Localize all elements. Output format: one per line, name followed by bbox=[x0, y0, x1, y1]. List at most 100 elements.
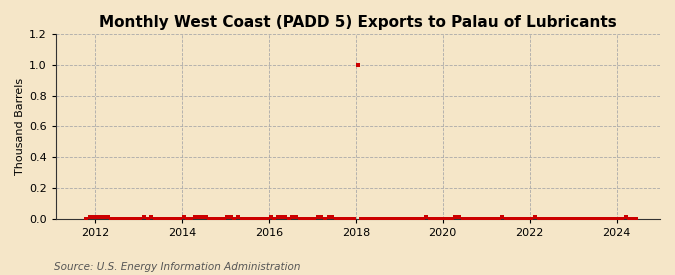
Point bbox=[475, 217, 486, 221]
Point bbox=[196, 215, 207, 220]
Point bbox=[345, 217, 356, 221]
Point bbox=[128, 217, 138, 221]
Point bbox=[258, 217, 269, 221]
Point bbox=[149, 217, 160, 221]
Point bbox=[472, 217, 483, 221]
Point bbox=[371, 217, 381, 221]
Point bbox=[522, 217, 533, 221]
Point bbox=[240, 217, 250, 221]
Point bbox=[327, 215, 338, 220]
Point bbox=[120, 217, 131, 221]
Point bbox=[200, 215, 211, 220]
Point bbox=[302, 217, 313, 221]
Point bbox=[374, 217, 385, 221]
Point bbox=[348, 217, 359, 221]
Text: Source: U.S. Energy Information Administration: Source: U.S. Energy Information Administ… bbox=[54, 262, 300, 272]
Point bbox=[262, 217, 273, 221]
Point bbox=[276, 215, 287, 220]
Point bbox=[443, 217, 454, 221]
Point bbox=[432, 217, 443, 221]
Point bbox=[80, 217, 91, 221]
Point bbox=[135, 217, 146, 221]
Point bbox=[591, 217, 602, 221]
Point bbox=[479, 217, 490, 221]
Point bbox=[616, 217, 627, 221]
Point bbox=[193, 215, 204, 220]
Point bbox=[186, 217, 196, 221]
Point bbox=[435, 217, 446, 221]
Point bbox=[308, 217, 319, 221]
Point bbox=[331, 217, 342, 221]
Point bbox=[92, 215, 103, 220]
Point bbox=[84, 215, 95, 220]
Point bbox=[273, 215, 284, 220]
Point bbox=[631, 217, 642, 221]
Point bbox=[428, 217, 439, 221]
Point bbox=[490, 217, 501, 221]
Point bbox=[269, 217, 279, 221]
Point bbox=[138, 215, 149, 220]
Point bbox=[211, 217, 222, 221]
Point bbox=[410, 217, 421, 221]
Point bbox=[610, 217, 620, 221]
Point bbox=[109, 217, 120, 221]
Point bbox=[392, 217, 403, 221]
Point bbox=[486, 217, 497, 221]
Point bbox=[584, 217, 595, 221]
Point bbox=[483, 217, 493, 221]
Point bbox=[222, 215, 233, 220]
Point bbox=[620, 215, 631, 220]
Point bbox=[360, 217, 371, 221]
Point bbox=[501, 217, 512, 221]
Point bbox=[157, 217, 167, 221]
Point bbox=[548, 217, 559, 221]
Point bbox=[352, 63, 363, 67]
Point bbox=[320, 217, 331, 221]
Point bbox=[142, 217, 153, 221]
Point bbox=[244, 217, 254, 221]
Point bbox=[628, 217, 639, 221]
Point bbox=[417, 217, 428, 221]
Point bbox=[305, 217, 316, 221]
Point bbox=[566, 217, 576, 221]
Point bbox=[334, 217, 345, 221]
Point bbox=[363, 217, 374, 221]
Point bbox=[526, 217, 537, 221]
Point bbox=[117, 217, 128, 221]
Point bbox=[279, 215, 290, 220]
Point bbox=[580, 217, 591, 221]
Point bbox=[313, 215, 323, 220]
Point bbox=[103, 215, 113, 220]
Point bbox=[294, 217, 305, 221]
Point bbox=[400, 217, 410, 221]
Point bbox=[421, 215, 432, 220]
Point bbox=[167, 217, 178, 221]
Point bbox=[464, 217, 475, 221]
Point bbox=[461, 217, 472, 221]
Point bbox=[182, 217, 193, 221]
Point bbox=[508, 217, 518, 221]
Point bbox=[537, 217, 547, 221]
Point bbox=[533, 217, 544, 221]
Point bbox=[385, 217, 396, 221]
Point bbox=[229, 217, 240, 221]
Point bbox=[497, 215, 508, 220]
Point bbox=[225, 215, 236, 220]
Point bbox=[233, 215, 244, 220]
Point bbox=[388, 217, 399, 221]
Point bbox=[204, 217, 215, 221]
Point bbox=[519, 217, 530, 221]
Point bbox=[146, 215, 157, 220]
Point bbox=[439, 217, 450, 221]
Point bbox=[468, 217, 479, 221]
Point bbox=[504, 217, 515, 221]
Point bbox=[265, 215, 276, 220]
Point bbox=[99, 215, 109, 220]
Point bbox=[356, 217, 367, 221]
Point bbox=[171, 217, 182, 221]
Point bbox=[291, 215, 302, 220]
Point bbox=[425, 217, 435, 221]
Point bbox=[605, 217, 616, 221]
Title: Monthly West Coast (PADD 5) Exports to Palau of Lubricants: Monthly West Coast (PADD 5) Exports to P… bbox=[99, 15, 617, 30]
Point bbox=[588, 217, 599, 221]
